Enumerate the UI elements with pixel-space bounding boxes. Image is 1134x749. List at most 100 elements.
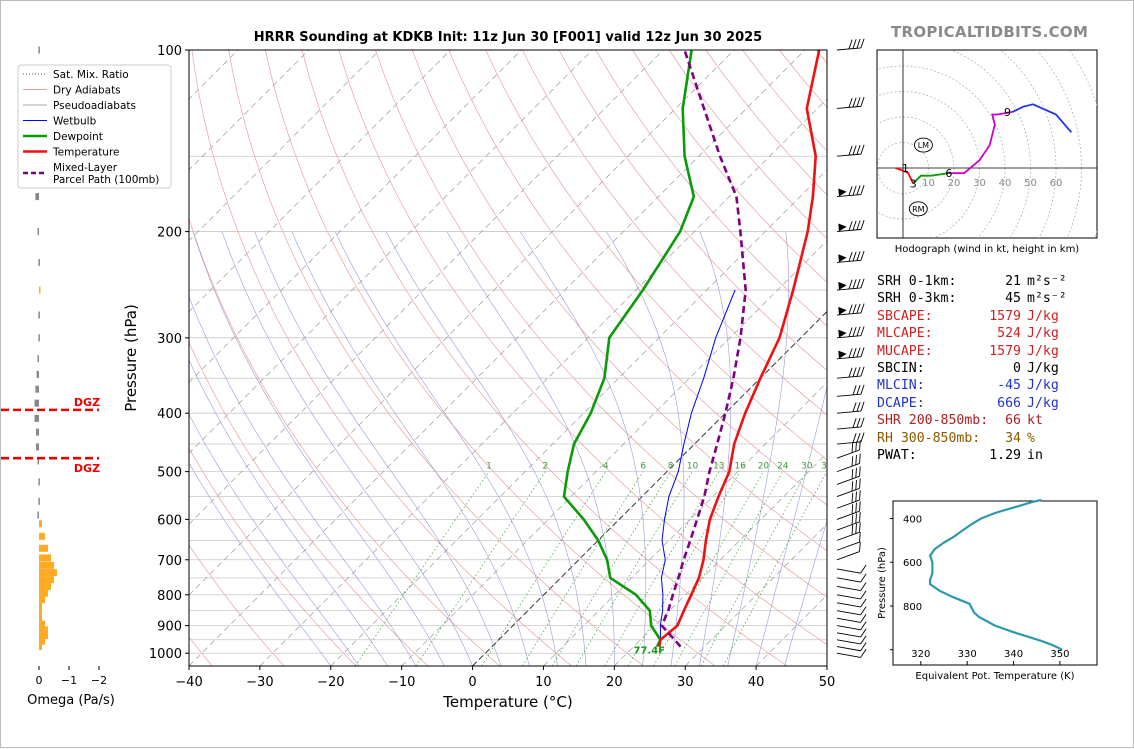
thetae-y-tick-label: 800 <box>903 602 922 613</box>
mixing-ratio-label: 30 <box>801 462 813 472</box>
legend-label: Wetbulb <box>53 116 97 128</box>
barb-flag <box>860 367 865 376</box>
barb-flag <box>856 327 861 336</box>
wind-barb <box>836 347 865 358</box>
isotherm-line <box>118 50 734 666</box>
param-unit: J/kg <box>1021 395 1089 412</box>
barb-flag <box>852 221 857 230</box>
thetae-x-tick-label: 340 <box>1004 649 1023 660</box>
wind-barb <box>836 367 865 378</box>
storm-motion-label: LM <box>918 141 929 150</box>
legend-label: Temperature <box>52 147 120 159</box>
x-tick-label: −40 <box>175 675 202 690</box>
barb-flag <box>856 221 861 230</box>
barb-flag <box>849 456 856 466</box>
omega-bar <box>39 583 51 590</box>
hodograph-ring-label: 60 <box>1050 178 1063 189</box>
hodograph-height-label: 3 <box>910 177 917 190</box>
wind-barb <box>837 560 866 574</box>
barb-flag <box>848 146 853 155</box>
barb-flag <box>848 327 853 336</box>
barb-flag <box>856 97 861 106</box>
pseudoadiabat-line <box>335 232 557 666</box>
barb-staff <box>837 647 861 651</box>
barb-flag <box>848 98 853 107</box>
wind-barb <box>836 304 865 315</box>
x-tick-label: −30 <box>246 675 273 690</box>
wind-barb <box>837 644 866 658</box>
barb-flag <box>853 455 860 465</box>
barb-flag <box>861 582 867 592</box>
thetae-x-tick-label: 350 <box>1050 649 1069 660</box>
wind-barb <box>834 479 863 497</box>
param-name: SHR 200-850mb: <box>877 412 988 429</box>
barb-flag <box>856 522 863 532</box>
barb-flag <box>848 221 853 230</box>
param-unit: m²s⁻² <box>1021 273 1089 290</box>
omega-bar <box>39 615 42 622</box>
barb-staff <box>837 542 860 550</box>
barb-flag <box>849 525 856 535</box>
param-unit: J/kg <box>1021 308 1089 325</box>
x-tick-label: 50 <box>819 675 836 690</box>
y-tick-label: 700 <box>157 554 182 569</box>
omega-bar <box>38 478 40 485</box>
wind-barb <box>836 185 865 196</box>
mixing-ratio-line <box>723 472 827 666</box>
barb-flag <box>860 418 865 427</box>
param-value: 66 <box>988 412 1021 429</box>
x-tick-label: −10 <box>388 675 415 690</box>
omega-bar <box>38 259 40 266</box>
mixing-ratio-line <box>416 472 545 666</box>
barb-flag <box>848 305 853 314</box>
barb-staff <box>837 603 861 607</box>
pseudoadiabat-line <box>728 232 789 666</box>
thetae-y-tick-label: 400 <box>903 514 922 525</box>
param-unit: J/kg <box>1021 360 1089 377</box>
y-tick-label: 1000 <box>149 647 182 662</box>
barb-flag <box>861 590 867 600</box>
x-tick-label: 0 <box>468 675 476 690</box>
omega-bar <box>38 355 40 362</box>
omega-bar <box>36 443 39 450</box>
barb-flag <box>860 433 865 442</box>
barb-flag <box>861 598 867 608</box>
omega-bar <box>35 400 40 407</box>
thetae-x-axis-label: Equivalent Pot. Temperature (K) <box>915 671 1074 682</box>
barb-staff <box>837 586 861 590</box>
omega-bar <box>39 596 45 603</box>
barb-flag <box>860 402 865 411</box>
barb-flag <box>860 347 865 356</box>
barb-flag <box>856 532 863 542</box>
mixing-ratio-line <box>482 472 606 666</box>
barb-flag <box>849 481 856 491</box>
mixing-ratio-label: 8 <box>668 462 674 472</box>
barb-flag <box>852 367 857 376</box>
mixing-ratio-label: 1 <box>486 462 492 472</box>
omega-bar <box>38 334 40 341</box>
barb-flag <box>852 418 857 427</box>
param-value: 1.29 <box>917 447 1021 464</box>
barb-flag <box>852 304 857 313</box>
barb-flag <box>848 348 853 357</box>
omega-bar <box>38 498 40 505</box>
omega-bar <box>38 47 40 54</box>
omega-bar <box>39 562 54 569</box>
barb-flag <box>860 145 865 154</box>
y-tick-label: 900 <box>157 620 182 635</box>
hodograph-height-label: 6 <box>945 167 952 180</box>
barb-flag <box>861 621 867 631</box>
barb-flag <box>856 418 861 427</box>
param-unit: in <box>1021 447 1089 464</box>
param-value: -45 <box>925 377 1021 394</box>
barb-flag <box>860 326 865 335</box>
wind-barb <box>836 326 865 337</box>
